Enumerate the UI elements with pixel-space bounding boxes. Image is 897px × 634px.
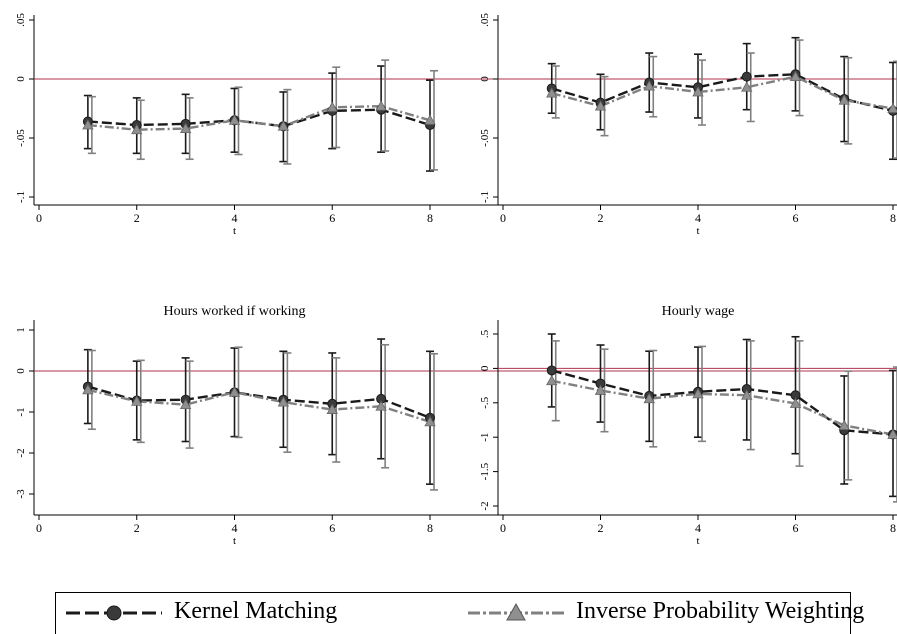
x-tick-label-3-1: 2: [134, 521, 140, 535]
x-axis-label-2: t: [696, 225, 699, 237]
y-tick-label-1-3: .05: [15, 13, 27, 27]
point-1-ipw-7: [375, 100, 387, 111]
point-2-ipw-5: [741, 81, 753, 92]
point-2-ipw-4: [692, 86, 704, 97]
y-tick-label-4-0: -2: [479, 501, 491, 510]
point-3-ipw-3: [179, 398, 192, 410]
point-1-ipw-4: [228, 114, 241, 125]
x-tick-label-1-3: 6: [329, 211, 335, 225]
legend: Kernel Matching Inverse Probability Weig…: [55, 592, 864, 634]
point-3-ipw-1: [82, 384, 94, 395]
point-4-ipw-5: [741, 389, 753, 400]
point-2-kernel-matching-5: [741, 71, 752, 82]
x-tick-label-4-0: 0: [500, 521, 506, 535]
point-3-ipw-4: [228, 386, 241, 397]
x-tick-label-3-0: 0: [36, 521, 42, 535]
y-tick-label-4-1: -1.5: [479, 462, 491, 480]
x-tick-label-3-4: 8: [427, 521, 433, 535]
point-2-ipw-3: [643, 80, 655, 91]
x-tick-label-4-4: 8: [890, 521, 896, 535]
x-tick-label-2-0: 0: [500, 211, 506, 225]
point-4-ipw-4: [692, 388, 704, 399]
point-4-ipw-3: [643, 392, 655, 404]
point-2-ipw-7: [838, 94, 850, 105]
point-1-ipw-6: [326, 101, 338, 112]
x-tick-label-3-2: 4: [232, 521, 238, 535]
series-line-4-ipw: [551, 379, 894, 436]
x-axis-label-4: t: [696, 535, 699, 547]
series-line-3-ipw: [87, 388, 431, 423]
point-4-ipw-7: [838, 419, 850, 430]
point-3-ipw-2: [131, 395, 143, 406]
x-tick-label-4-2: 4: [695, 521, 701, 535]
point-2-ipw-8: [887, 102, 897, 113]
x-tick-label-1-0: 0: [36, 211, 42, 225]
series-line-2-ipw: [551, 75, 894, 110]
point-2-ipw-6: [789, 70, 802, 82]
y-tick-label-4-3: -.5: [479, 396, 491, 408]
point-1-ipw-3: [179, 122, 192, 133]
x-tick-label-1-4: 8: [427, 211, 433, 225]
point-4-ipw-1: [546, 374, 558, 386]
series-line-4-kernel-matching: [551, 369, 894, 436]
point-1-ipw-2: [131, 123, 143, 135]
x-axis-label-3: t: [233, 535, 236, 547]
y-tick-label-2-3: .05: [479, 13, 491, 27]
x-tick-label-4-1: 2: [598, 521, 604, 535]
x-tick-label-2-2: 4: [695, 211, 701, 225]
x-axis-label-1: t: [233, 225, 236, 237]
series-line-1-ipw: [87, 104, 431, 131]
point-3-ipw-5: [277, 396, 290, 407]
panel-title-3: Hours worked if working: [164, 304, 306, 319]
y-tick-label-1-2: 0: [15, 76, 27, 82]
y-tick-label-2-2: 0: [479, 76, 491, 82]
y-tick-label-1-1: -.05: [15, 129, 27, 147]
point-2-ipw-2: [594, 100, 607, 111]
point-1-ipw-1: [82, 119, 94, 130]
legend-label-ipw: Inverse Probability Weighting: [576, 598, 865, 624]
x-tick-label-4-3: 6: [793, 521, 799, 535]
legend-label-kernel-matching: Kernel Matching: [174, 598, 338, 624]
point-4-ipw-2: [594, 384, 607, 395]
y-tick-label-2-0: -.1: [479, 191, 491, 203]
point-4-kernel-matching-1: [546, 365, 557, 376]
x-tick-label-2-3: 6: [793, 211, 799, 225]
x-tick-label-2-1: 2: [598, 211, 604, 225]
point-3-ipw-8: [424, 416, 436, 427]
x-tick-label-1-1: 2: [134, 211, 140, 225]
y-tick-label-4-5: .5: [479, 329, 491, 338]
point-3-ipw-7: [375, 400, 387, 411]
x-tick-label-3-3: 6: [329, 521, 335, 535]
y-tick-label-3-0: -3: [15, 489, 27, 499]
x-tick-label-1-2: 4: [232, 211, 238, 225]
point-1-ipw-5: [277, 120, 290, 131]
point-4-ipw-8: [887, 428, 897, 439]
point-2-ipw-1: [546, 87, 558, 98]
series-line-3-kernel-matching: [87, 385, 431, 419]
y-tick-label-3-2: -1: [15, 407, 27, 416]
y-tick-label-1-0: -.1: [15, 191, 27, 203]
y-tick-label-3-4: 1: [15, 327, 27, 333]
panel-title-4: Hourly wage: [662, 304, 735, 319]
y-tick-label-4-4: 0: [479, 365, 491, 371]
point-3-ipw-6: [326, 403, 338, 414]
series-line-2-kernel-matching: [551, 73, 894, 113]
legend-swatch-ipw: [468, 602, 564, 621]
point-1-ipw-8: [424, 114, 436, 125]
y-tick-label-3-1: -2: [15, 448, 27, 457]
y-tick-label-4-2: -1: [479, 433, 491, 442]
y-tick-label-3-3: 0: [15, 368, 27, 374]
point-4-ipw-6: [789, 397, 802, 408]
y-tick-label-2-1: -.05: [479, 129, 491, 147]
legend-swatch-kernel-matching: [66, 605, 162, 621]
x-tick-label-2-4: 8: [890, 211, 896, 225]
